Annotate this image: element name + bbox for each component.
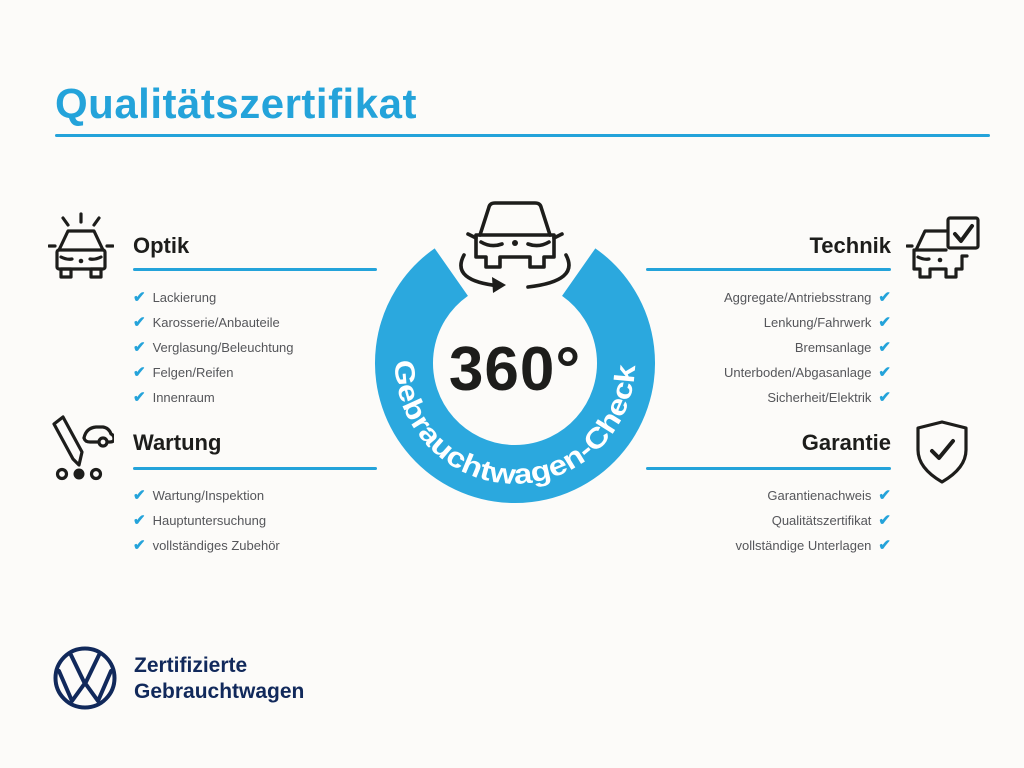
technik-checklist: Aggregate/Antriebsstrang ✔ Lenkung/Fahrwe… <box>724 285 891 410</box>
checklist-item: ✔ vollständiges Zubehör <box>133 533 280 558</box>
check-icon: ✔ <box>133 389 146 406</box>
check-icon: ✔ <box>133 364 146 381</box>
check-icon: ✔ <box>878 339 891 356</box>
checklist-item-label: Aggregate/Antriebsstrang <box>723 290 872 305</box>
check-icon: ✔ <box>878 512 891 529</box>
checklist-item-label: Sicherheit/Elektrik <box>767 390 872 405</box>
check-icon: ✔ <box>133 487 146 504</box>
checklist-item: Aggregate/Antriebsstrang ✔ <box>724 285 891 310</box>
section-divider-wartung <box>133 467 377 470</box>
check-icon: ✔ <box>133 339 146 356</box>
section-divider-optik <box>133 268 377 271</box>
checklist-item: Lenkung/Fahrwerk ✔ <box>764 310 891 335</box>
ring-graphic: Gebrauchtwagen-Check <box>375 248 655 503</box>
checklist-item: ✔ Wartung/Inspektion <box>133 483 280 508</box>
footer-line2: Gebrauchtwagen <box>134 680 305 703</box>
degrees-label: 360° <box>448 335 582 404</box>
checklist-item-label: Lackierung <box>152 290 217 305</box>
checklist-item: Garantienachweis ✔ <box>767 483 891 508</box>
checklist-item: Qualitätszertifikat ✔ <box>772 508 891 533</box>
page-title: Qualitätszertifikat <box>55 80 417 128</box>
checklist-item: ✔ Hauptuntersuchung <box>133 508 280 533</box>
checklist-item: Sicherheit/Elektrik ✔ <box>767 385 891 410</box>
check-icon: ✔ <box>878 487 891 504</box>
checklist-item: ✔ Lackierung <box>133 285 294 310</box>
shiny-car-icon <box>48 210 114 286</box>
section-title-garantie: Garantie <box>801 430 891 455</box>
section-divider-technik <box>646 268 891 271</box>
check-icon: ✔ <box>133 289 146 306</box>
optik-checklist: ✔ Lackierung ✔ Karosserie/Anbauteile ✔ Verg… <box>133 285 294 410</box>
360-check-badge: Gebrauchtwagen-Check 360° <box>365 193 665 511</box>
checklist-item-label: Hauptuntersuchung <box>152 513 267 528</box>
check-icon: ✔ <box>878 389 891 406</box>
checklist-item-label: vollständige Unterlagen <box>735 538 872 553</box>
checklist-item-label: Lenkung/Fahrwerk <box>763 315 872 330</box>
footer-line1: Zertifizierte <box>134 654 248 677</box>
checklist-item-label: Wartung/Inspektion <box>152 488 265 503</box>
car-checkbox-icon <box>906 210 986 290</box>
car-rotation-icon <box>459 201 571 293</box>
check-icon: ✔ <box>133 314 146 331</box>
garantie-checklist: Garantienachweis ✔ Qualitätszertifikat ✔ v… <box>736 483 891 558</box>
checklist-item-label: vollständiges Zubehör <box>152 538 280 553</box>
checklist-item: ✔ Karosserie/Anbauteile <box>133 310 294 335</box>
checklist-item: ✔ Felgen/Reifen <box>133 360 294 385</box>
check-icon: ✔ <box>133 512 146 529</box>
checklist-item-label: Qualitätszertifikat <box>771 513 872 528</box>
checklist-item: ✔ Innenraum <box>133 385 294 410</box>
checklist-item: Bremsanlage ✔ <box>795 335 891 360</box>
wartung-checklist: ✔ Wartung/Inspektion ✔ Hauptuntersuchung ✔… <box>133 483 280 558</box>
vw-logo <box>52 645 118 711</box>
checklist-item-label: Karosserie/Anbauteile <box>152 315 280 330</box>
check-icon: ✔ <box>878 289 891 306</box>
checklist-item: ✔ Verglasung/Beleuchtung <box>133 335 294 360</box>
checklist-item: Unterboden/Abgasanlage ✔ <box>724 360 891 385</box>
check-icon: ✔ <box>878 364 891 381</box>
section-title-optik: Optik <box>133 233 190 258</box>
checklist-item: vollständige Unterlagen ✔ <box>736 533 891 558</box>
footer-brand-text: Zertifizierte Gebrauchtwagen <box>134 653 304 705</box>
check-icon: ✔ <box>133 537 146 554</box>
checklist-item-label: Bremsanlage <box>794 340 872 355</box>
shield-check-icon <box>912 418 972 488</box>
pencil-car-icon <box>46 412 114 482</box>
section-divider-garantie <box>646 467 891 470</box>
checklist-item-label: Garantienachweis <box>767 488 872 503</box>
checklist-item-label: Felgen/Reifen <box>152 365 234 380</box>
check-icon: ✔ <box>878 314 891 331</box>
checklist-item-label: Verglasung/Beleuchtung <box>152 340 294 355</box>
section-title-wartung: Wartung <box>133 430 222 455</box>
checklist-item-label: Unterboden/Abgasanlage <box>723 365 872 380</box>
checklist-item-label: Innenraum <box>152 390 215 405</box>
check-icon: ✔ <box>878 537 891 554</box>
title-divider <box>55 134 990 137</box>
section-title-technik: Technik <box>809 233 891 258</box>
